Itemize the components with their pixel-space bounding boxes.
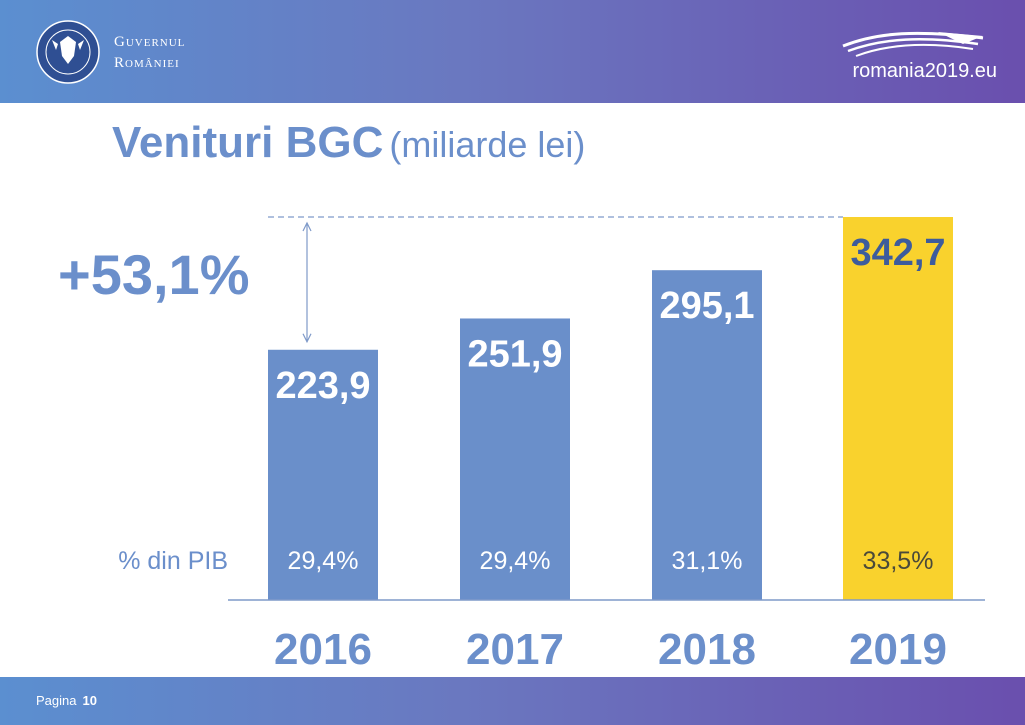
footer-banner: Pagina 10	[0, 677, 1025, 725]
gdp-share-2016: 29,4%	[288, 547, 359, 575]
site-url: romania2019.eu	[852, 60, 997, 82]
header-banner: Guvernul României romania2019.eu	[0, 0, 1025, 103]
value-label-2019: 342,7	[850, 232, 945, 274]
category-label-2016: 2016	[274, 625, 372, 674]
page-indicator: Pagina 10	[36, 693, 97, 708]
bar-2016	[268, 349, 378, 600]
bar-2017	[460, 318, 570, 600]
coat-of-arms-icon	[36, 20, 100, 84]
value-label-2016: 223,9	[275, 365, 370, 407]
page-title-unit: (miliarde lei)	[389, 124, 586, 165]
page-title: Venituri BGC (miliarde lei)	[112, 118, 585, 168]
wave-logo-icon	[842, 31, 984, 57]
growth-arrow-head-down	[302, 333, 312, 344]
revenue-bar-chart: 223,9 251,9 295,1 342,7 % din PIB 29,4% 29,4% 3…	[58, 216, 985, 674]
page-label: Pagina	[36, 693, 77, 708]
category-label-2019: 2019	[849, 625, 947, 674]
gdp-share-label: % din PIB	[118, 547, 228, 575]
gdp-share-2019: 33,5%	[863, 547, 934, 575]
government-name-line1: Guvernul	[114, 34, 186, 50]
growth-label: +53,1%	[58, 243, 250, 306]
bar-2018	[652, 270, 762, 600]
gdp-share-2018: 31,1%	[672, 547, 743, 575]
page-title-main: Venituri BGC	[112, 118, 384, 167]
gdp-share-2017: 29,4%	[480, 547, 551, 575]
growth-arrow-head-up	[302, 221, 312, 232]
category-label-2017: 2017	[466, 625, 564, 674]
government-name: Guvernul României	[114, 32, 185, 74]
bar-2019	[843, 217, 953, 600]
page-number: 10	[82, 693, 97, 708]
government-name-line2: României	[114, 55, 180, 71]
value-label-2017: 251,9	[467, 333, 562, 375]
value-label-2018: 295,1	[659, 285, 754, 327]
category-label-2018: 2018	[658, 625, 756, 674]
